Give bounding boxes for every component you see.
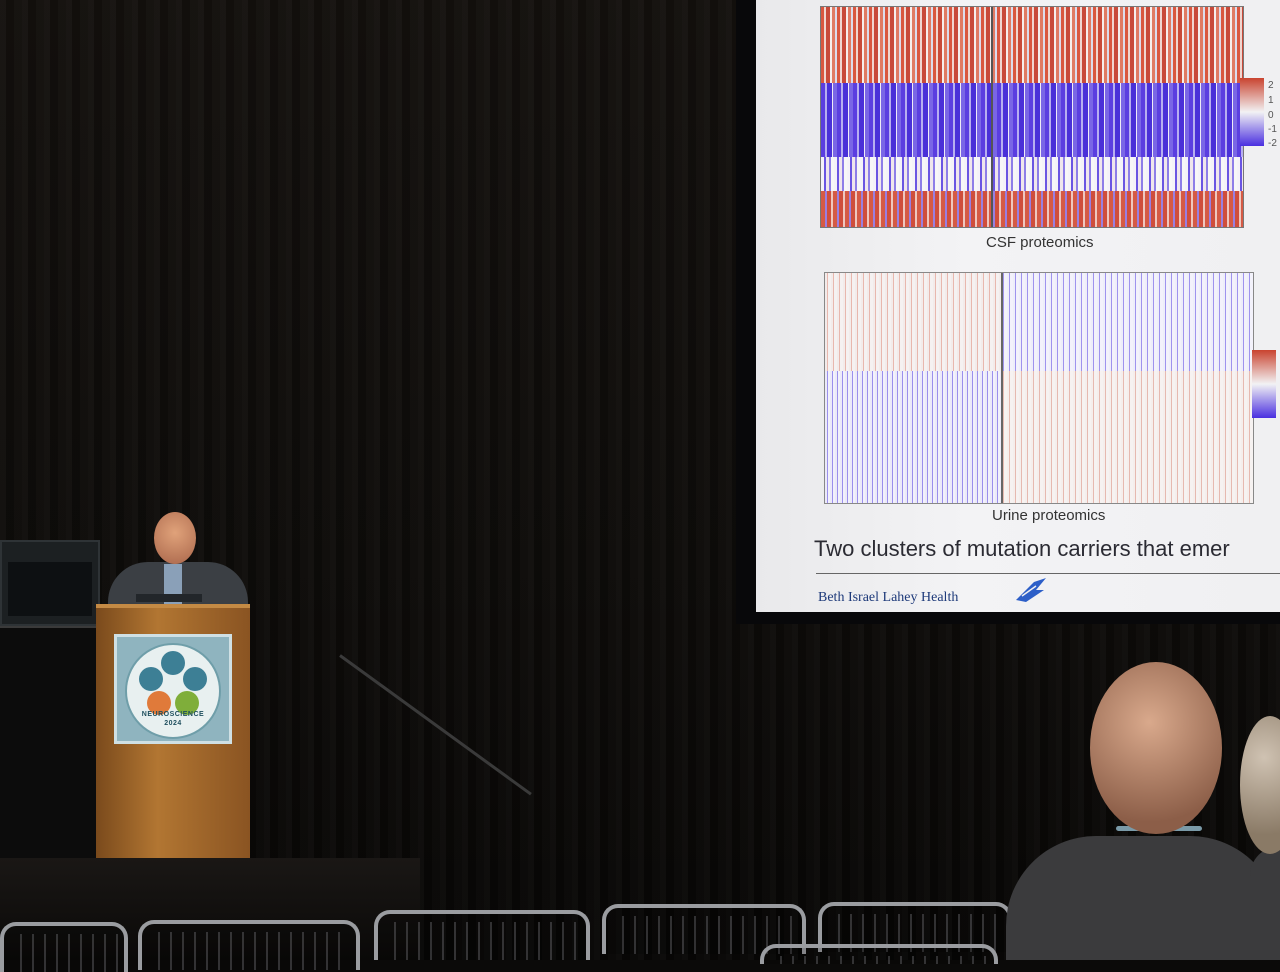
audience-member-shoulders xyxy=(1006,836,1280,960)
presenter-table xyxy=(0,626,110,868)
audience-member-head xyxy=(1240,716,1280,854)
wing-logo-icon xyxy=(1016,578,1046,602)
logo-petal xyxy=(147,691,171,715)
podium: NEUROSCIENCE 2024 xyxy=(96,604,250,876)
logo-petal xyxy=(161,651,185,675)
heatmap-band xyxy=(821,83,1243,157)
legend-tick: 0 xyxy=(1268,110,1274,121)
heatmap-band xyxy=(821,7,1243,83)
csf-heatmap xyxy=(820,6,1244,228)
legend-tick: 2 xyxy=(1268,80,1274,91)
laptop xyxy=(136,594,202,602)
legend-tick: -2 xyxy=(1268,138,1277,149)
legend-tick: -1 xyxy=(1268,124,1277,135)
podium-sign: NEUROSCIENCE 2024 xyxy=(114,634,232,744)
urine-caption: Urine proteomics xyxy=(992,507,1106,524)
presentation-slide: 2 1 0 -1 -2 CSF proteomics Urine proteom… xyxy=(756,0,1280,612)
csf-caption: CSF proteomics xyxy=(986,234,1094,251)
heatmap-cluster-divider xyxy=(991,7,993,227)
logo-petal xyxy=(175,691,199,715)
slide-title: Two clusters of mutation carriers that e… xyxy=(814,536,1230,561)
footer-logo-text: Beth Israel Lahey Health xyxy=(818,590,959,605)
urine-heatmap xyxy=(824,272,1254,504)
heatmap-band xyxy=(821,157,1243,191)
heatmap-band xyxy=(821,191,1243,227)
heatmap-quadrant xyxy=(1001,273,1253,371)
monitor-screen xyxy=(8,562,92,616)
stage-floor xyxy=(0,858,420,960)
logo-petal xyxy=(139,667,163,691)
audience-chair xyxy=(760,944,998,964)
heatmap-quadrant xyxy=(1001,371,1253,503)
podium-sign-text: NEUROSCIENCE xyxy=(141,711,205,718)
slide-divider xyxy=(816,573,1280,574)
heatmap-quadrant xyxy=(825,371,1001,503)
csf-color-legend xyxy=(1240,78,1264,146)
logo-petal xyxy=(183,667,207,691)
audience-member-head xyxy=(1090,662,1222,834)
audience-chair xyxy=(602,904,806,954)
podium-sign-year: 2024 xyxy=(164,720,182,727)
speaker-head xyxy=(154,512,196,564)
audience-chair xyxy=(138,920,360,970)
heatmap-quadrant xyxy=(825,273,1001,371)
audience-member-shoulders xyxy=(1250,846,1280,960)
legend-tick: 1 xyxy=(1268,95,1274,106)
heatmap-cluster-divider xyxy=(1001,273,1003,503)
audience-chair xyxy=(0,922,128,972)
audience-chair xyxy=(374,910,590,960)
stage-monitor xyxy=(0,540,100,626)
neuroscience-logo xyxy=(125,643,221,739)
urine-color-legend xyxy=(1252,350,1276,418)
